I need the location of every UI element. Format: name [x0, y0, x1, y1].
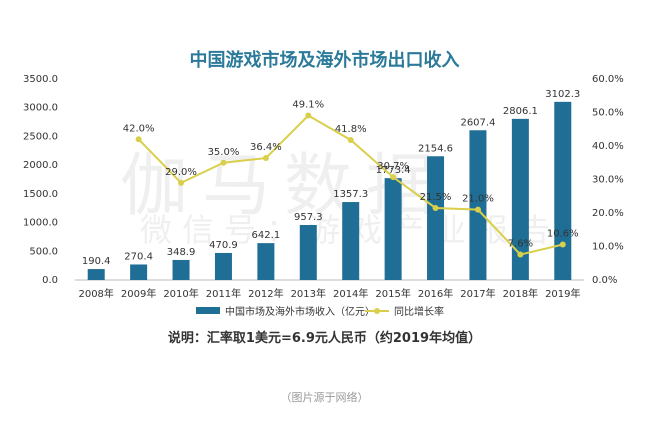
- legend-item-growth: 同比增长率: [365, 303, 444, 318]
- bar-value-label: 270.4: [124, 251, 153, 262]
- y-tick-label-right: 20.0%: [592, 208, 624, 219]
- chart-title: 中国游戏市场及海外市场出口收入: [189, 50, 460, 71]
- x-tick-label: 2010年: [163, 287, 198, 300]
- bar-value-label: 470.9: [209, 240, 238, 251]
- bar: [214, 252, 232, 280]
- growth-value-label: 7.6%: [508, 239, 533, 250]
- x-tick-label: 2008年: [78, 287, 113, 300]
- bar: [87, 269, 105, 280]
- growth-value-label: 36.4%: [250, 142, 282, 153]
- y-tick-label-left: 1500.0: [23, 189, 58, 200]
- bar-value-label: 190.4: [82, 256, 111, 267]
- x-tick-label: 2019年: [545, 287, 580, 300]
- growth-point: [135, 136, 142, 143]
- growth-point: [178, 179, 185, 186]
- bar: [172, 259, 190, 280]
- y-tick-label-left: 2500.0: [23, 131, 58, 142]
- growth-value-label: 29.0%: [165, 167, 197, 178]
- bar-value-label: 1357.3: [333, 189, 368, 200]
- growth-value-label: 10.6%: [547, 228, 579, 239]
- y-tick-label-left: 500.0: [29, 246, 58, 257]
- growth-point: [305, 112, 312, 119]
- y-tick-label-right: 60.0%: [592, 74, 624, 85]
- bar: [554, 101, 572, 280]
- bar-value-label: 642.1: [252, 230, 281, 241]
- x-tick-label: 2018年: [503, 287, 538, 300]
- bar: [469, 130, 487, 280]
- growth-point: [347, 136, 354, 143]
- bar: [511, 118, 529, 280]
- bar: [299, 225, 317, 280]
- growth-value-label: 41.8%: [335, 124, 367, 135]
- growth-value-label: 21.0%: [462, 194, 494, 205]
- legend-label-growth: 同比增长率: [394, 307, 444, 318]
- x-tick-label: 2015年: [375, 287, 410, 300]
- growth-value-label: 30.7%: [377, 161, 409, 172]
- legend-label-revenue: 中国市场及海外市场收入（亿元）: [225, 307, 375, 318]
- growth-value-label: 35.0%: [208, 147, 240, 158]
- x-tick-label: 2014年: [333, 287, 368, 300]
- growth-point: [220, 159, 227, 166]
- bar-value-label: 1773.4: [376, 165, 411, 176]
- y-tick-label-right: 10.0%: [592, 242, 624, 253]
- bar-value-label: 957.3: [294, 212, 323, 223]
- image-caption: （图片源于网络）: [280, 391, 369, 404]
- bar: [427, 156, 445, 280]
- y-tick-label-left: 3500.0: [23, 74, 58, 85]
- growth-value-label: 49.1%: [292, 100, 324, 111]
- x-tick-label: 2017年: [460, 287, 495, 300]
- x-tick-label: 2009年: [121, 287, 156, 300]
- y-tick-label-left: 0.0: [42, 275, 58, 286]
- bar-value-label: 348.9: [167, 247, 196, 258]
- watermark-main: 伽马数据: [120, 147, 449, 226]
- growth-point: [559, 241, 566, 248]
- growth-value-label: 21.5%: [420, 192, 452, 203]
- growth-point: [432, 204, 439, 211]
- y-tick-label-right: 0.0%: [592, 275, 617, 286]
- y-tick-label-left: 2000.0: [23, 160, 58, 171]
- x-tick-label: 2012年: [248, 287, 283, 300]
- growth-point: [390, 174, 397, 181]
- bar: [257, 243, 275, 280]
- y-tick-label-left: 3000.0: [23, 103, 58, 114]
- y-tick-label-right: 40.0%: [592, 141, 624, 152]
- legend-swatch-bar: [196, 307, 220, 314]
- exchange-rate-note: 说明：汇率取1美元=6.9元人民币（约2019年均值）: [167, 331, 482, 346]
- y-tick-label-right: 30.0%: [592, 175, 624, 186]
- bar: [130, 264, 148, 280]
- bar-value-label: 2607.4: [460, 117, 495, 128]
- bar-value-label: 2154.6: [418, 143, 453, 154]
- x-tick-label: 2013年: [291, 287, 326, 300]
- legend-swatch-line: [365, 307, 389, 314]
- growth-point: [474, 206, 481, 213]
- bar-value-label: 3102.3: [545, 89, 580, 100]
- y-tick-label-left: 1000.0: [23, 218, 58, 229]
- bar: [342, 202, 360, 280]
- growth-point: [517, 251, 524, 258]
- bar: [384, 178, 402, 280]
- x-tick-label: 2011年: [206, 287, 241, 300]
- legend-item-revenue: 中国市场及海外市场收入（亿元）: [196, 303, 375, 318]
- x-tick-label: 2016年: [418, 287, 453, 300]
- growth-value-label: 42.0%: [123, 123, 155, 134]
- growth-point: [262, 155, 269, 162]
- y-tick-label-right: 50.0%: [592, 108, 624, 119]
- bar-value-label: 2806.1: [503, 106, 538, 117]
